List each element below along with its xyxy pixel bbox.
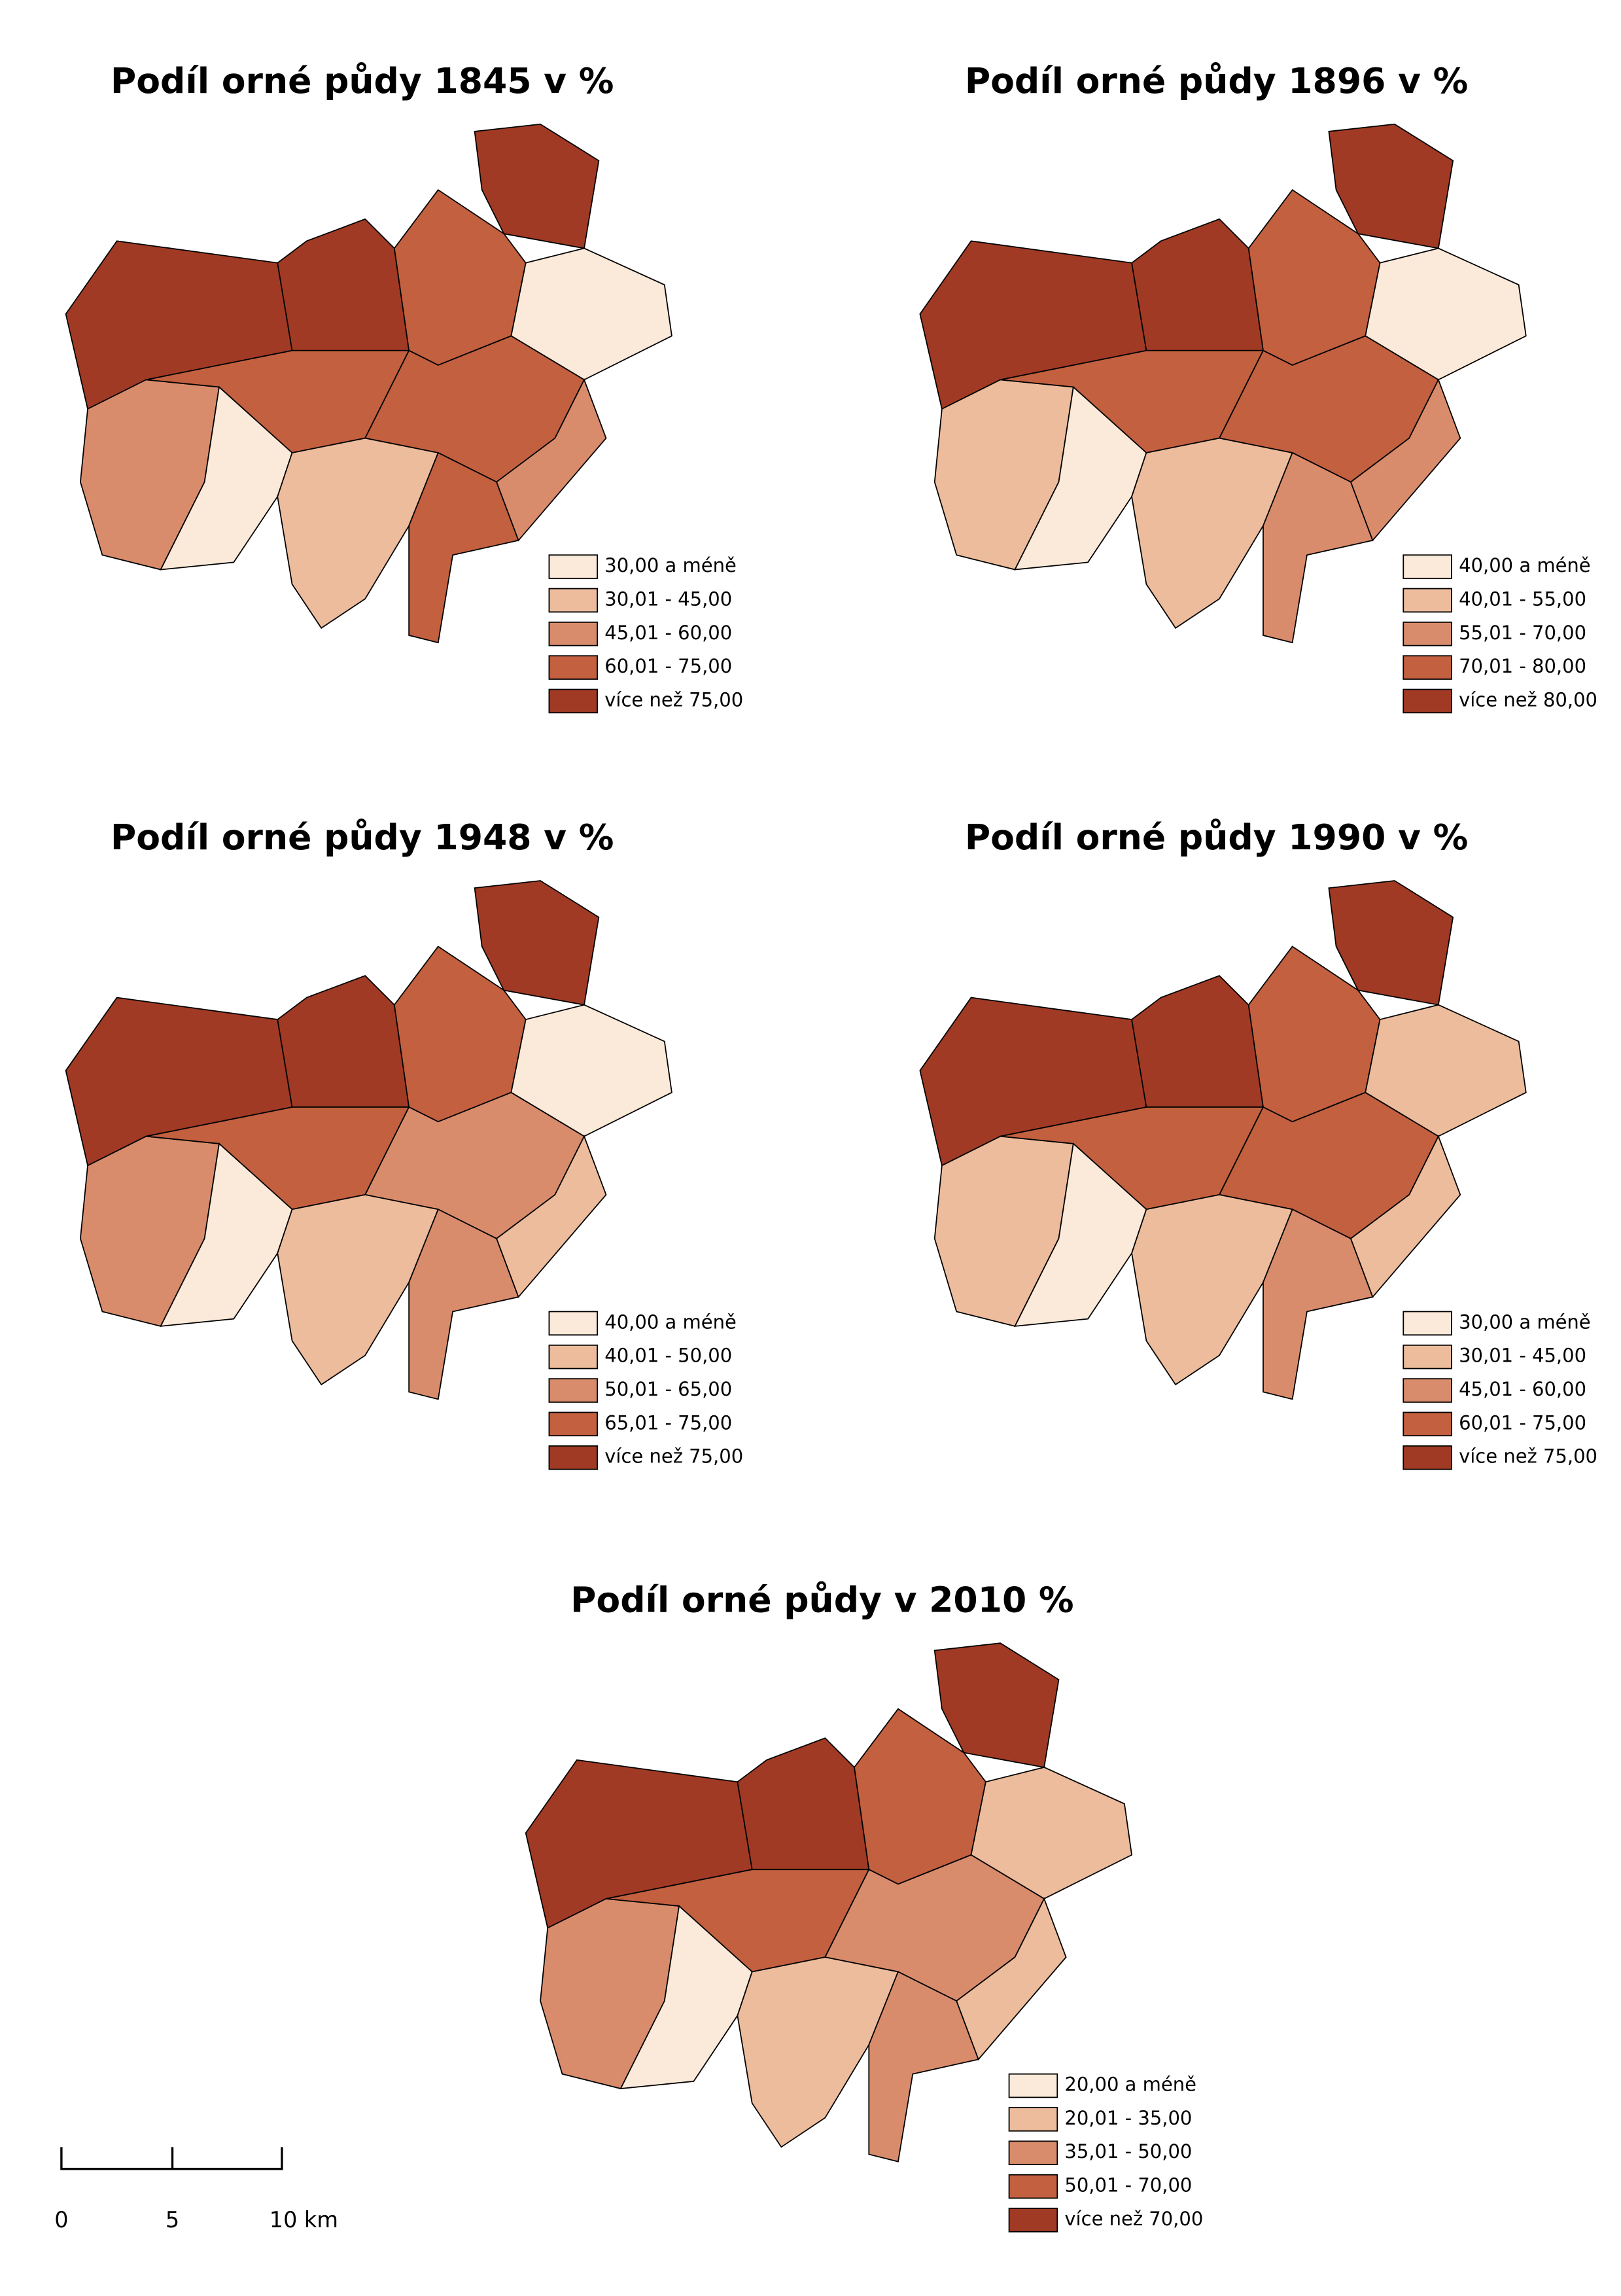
legend-swatch <box>1008 2140 1058 2165</box>
legend-label: více než 75,00 <box>1459 1445 1597 1468</box>
municipality <box>277 1194 440 1386</box>
legend-label: 60,01 - 75,00 <box>1459 1411 1586 1434</box>
municipality <box>277 437 440 629</box>
legend-label: 30,00 a méně <box>1459 1311 1591 1333</box>
legend-swatch <box>1403 1378 1452 1403</box>
legend-swatch <box>1403 622 1452 646</box>
legend-label: více než 80,00 <box>1459 688 1597 711</box>
map-panel: Podíl orné půdy v 2010 % 20,00 a méně 20,0… <box>525 1579 1203 2233</box>
legend-label: 40,01 - 55,00 <box>1459 588 1586 610</box>
legend-label: více než 75,00 <box>604 1445 743 1468</box>
map-title: Podíl orné půdy 1990 v % <box>965 817 1468 858</box>
municipality <box>1131 1194 1293 1386</box>
legend-swatch <box>548 1344 598 1369</box>
map-title: Podíl orné půdy 1845 v % <box>111 60 614 101</box>
map-title: Podíl orné půdy 1896 v % <box>965 60 1468 101</box>
legend-label: více než 75,00 <box>604 688 743 711</box>
map-panel: Podíl orné půdy 1948 v % 40,00 a méně 40,0… <box>65 817 743 1470</box>
scale-bar: 0 5 10 km <box>54 2147 338 2233</box>
legend-label: 50,01 - 65,00 <box>604 1378 732 1400</box>
legend-swatch <box>548 1311 598 1336</box>
municipality <box>496 1135 607 1298</box>
legend-label: 45,01 - 60,00 <box>1459 1378 1586 1400</box>
legend-label: 30,01 - 45,00 <box>604 588 732 610</box>
legend-swatch <box>548 622 598 646</box>
legend-swatch <box>1403 1344 1452 1369</box>
legend-label: více než 70,00 <box>1064 2208 1203 2230</box>
municipality <box>737 1956 899 2148</box>
legend-label: 45,01 - 60,00 <box>604 622 732 644</box>
legend-swatch <box>548 655 598 680</box>
legend-swatch <box>548 688 598 714</box>
scale-label: 10 km <box>270 2207 338 2233</box>
legend-label: 35,01 - 50,00 <box>1064 2140 1192 2163</box>
map-title: Podíl orné půdy 1948 v % <box>111 817 614 858</box>
municipality <box>1131 975 1264 1108</box>
map-panel: Podíl orné půdy 1845 v % 30,00 a méně 30,0… <box>65 60 743 714</box>
legend-label: 40,00 a méně <box>1459 554 1591 576</box>
legend-label: 20,01 - 35,00 <box>1064 2107 1192 2129</box>
municipality <box>277 218 410 351</box>
legend-swatch <box>1403 655 1452 680</box>
legend-swatch <box>1403 554 1452 579</box>
scale-label: 5 <box>166 2207 179 2233</box>
legend-swatch <box>1008 2208 1058 2233</box>
legend-label: 70,01 - 80,00 <box>1459 655 1586 677</box>
legend-swatch <box>548 1411 598 1437</box>
legend-label: 40,00 a méně <box>604 1311 737 1333</box>
legend-label: 30,01 - 45,00 <box>1459 1345 1586 1367</box>
legend-label: 55,01 - 70,00 <box>1459 622 1586 644</box>
legend-swatch <box>1403 1445 1452 1470</box>
municipality <box>1131 437 1293 629</box>
legend-swatch <box>1403 1411 1452 1437</box>
legend-swatch <box>1403 688 1452 714</box>
municipality <box>1350 378 1461 542</box>
map-title: Podíl orné půdy v 2010 % <box>570 1579 1073 1620</box>
legend-label: 20,00 a méně <box>1064 2074 1196 2096</box>
legend-label: 65,01 - 75,00 <box>604 1411 732 1434</box>
legend-label: 40,01 - 50,00 <box>604 1345 732 1367</box>
legend-swatch <box>548 1378 598 1403</box>
legend-swatch <box>1403 1311 1452 1336</box>
scale-label: 0 <box>54 2207 68 2233</box>
municipality <box>737 1737 870 1871</box>
legend-swatch <box>1008 2073 1058 2098</box>
legend-label: 30,00 a méně <box>604 554 737 576</box>
scale-line <box>60 2147 283 2170</box>
legend-swatch <box>1008 2174 1058 2199</box>
legend-swatch <box>1403 588 1452 613</box>
legend-swatch <box>1008 2107 1058 2132</box>
municipality <box>1131 218 1264 351</box>
legend-swatch <box>548 588 598 613</box>
municipality <box>956 1897 1067 2061</box>
municipality <box>496 378 607 542</box>
legend-label: 60,01 - 75,00 <box>604 655 732 677</box>
legend-swatch <box>548 554 598 579</box>
municipality <box>1350 1135 1461 1298</box>
municipality <box>277 975 410 1108</box>
legend-swatch <box>548 1445 598 1470</box>
map-panel: Podíl orné půdy 1896 v % 40,00 a méně 40,0… <box>919 60 1597 714</box>
map-panel: Podíl orné půdy 1990 v % 30,00 a méně 30,0… <box>919 817 1597 1470</box>
legend-label: 50,01 - 70,00 <box>1064 2174 1192 2197</box>
